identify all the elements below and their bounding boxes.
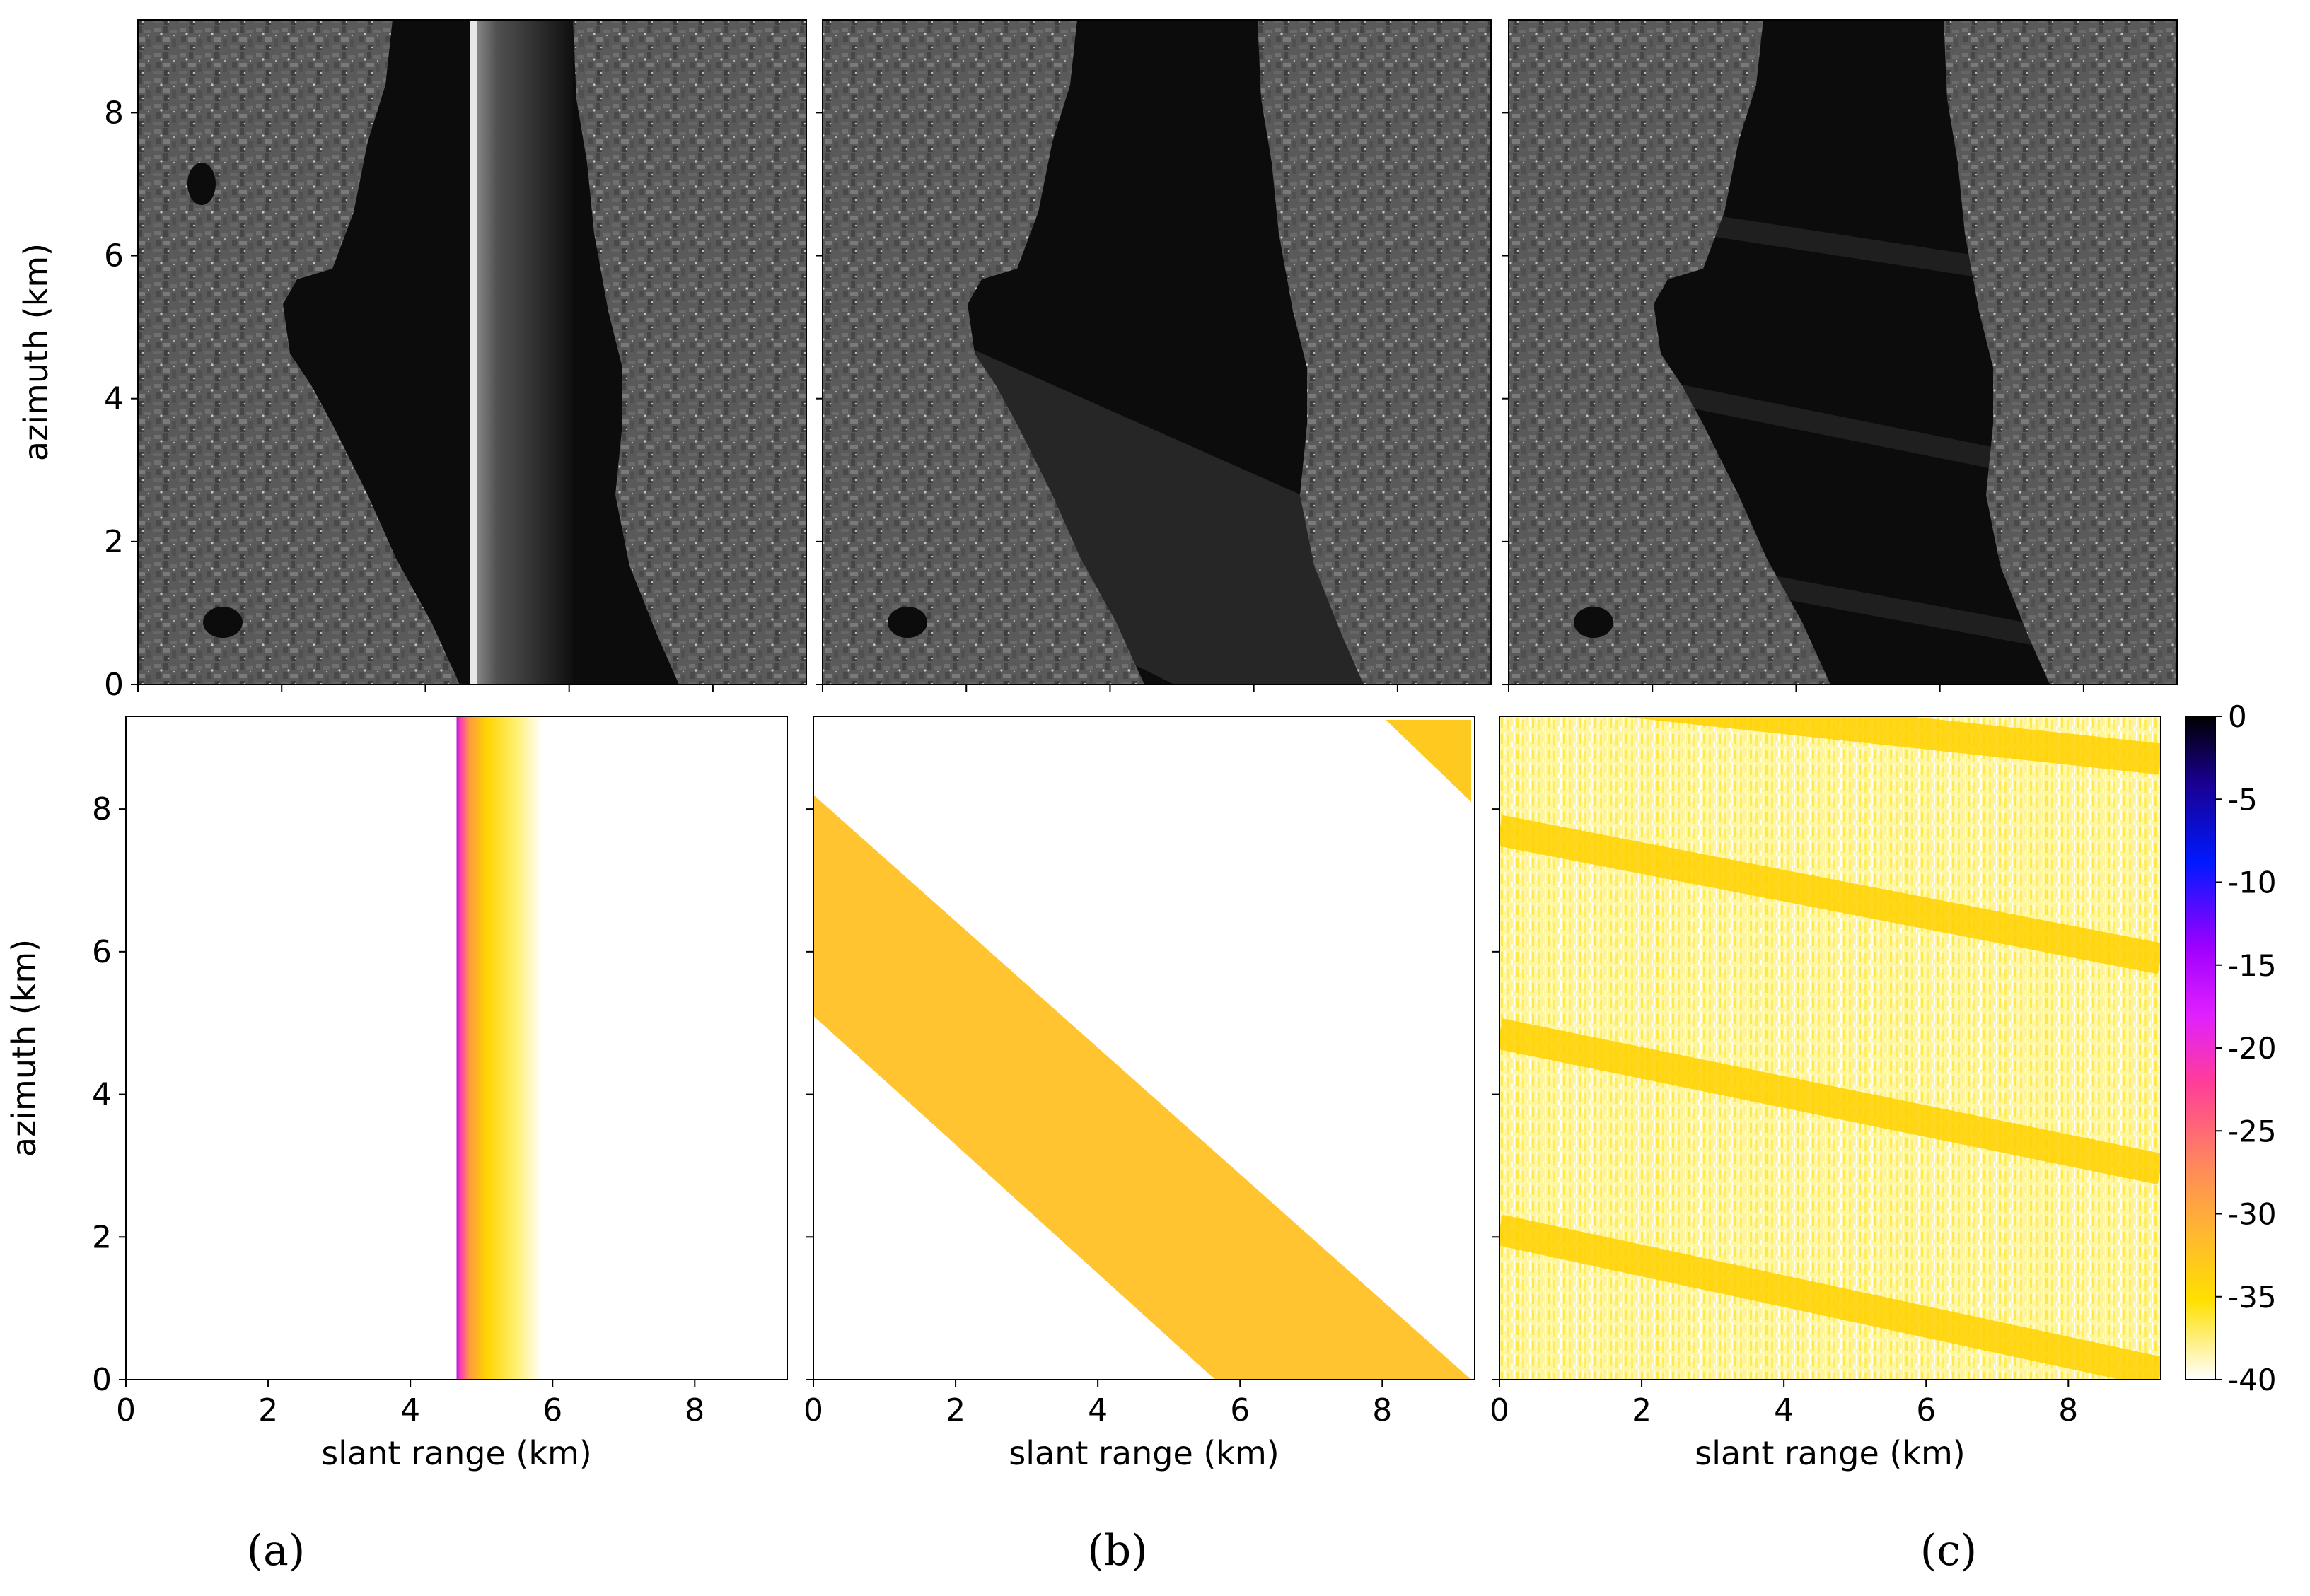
heatmap-panel-a <box>125 716 788 1380</box>
x-tick-label: 8 <box>1372 1392 1392 1428</box>
left-shore-land <box>1509 20 1830 685</box>
stripe-2 <box>1499 815 2161 974</box>
x-tick-label: 0 <box>1490 1392 1509 1428</box>
stripe-4 <box>1499 1214 2161 1380</box>
axes-c-top <box>1502 112 2084 692</box>
x-tick-label: 4 <box>400 1392 420 1428</box>
y-tick-label: 4 <box>104 381 124 417</box>
y-tick-label: 2 <box>92 1219 112 1255</box>
x-tick-label: 4 <box>1774 1392 1794 1428</box>
left-shore-land <box>823 20 1144 685</box>
y-axis-label: azimuth (km) <box>17 243 55 461</box>
colorbar-tick-label: -20 <box>2228 1031 2277 1066</box>
x-tick-label: 4 <box>1088 1392 1108 1428</box>
colorbar-ticks: 0 -5 -10 -15 -20 -25 -30 -35 -40 <box>2215 699 2277 1397</box>
y-tick-label: 6 <box>104 238 124 274</box>
lake <box>888 607 927 638</box>
axes-c-bottom: 0 2 4 6 8 slant range (km) <box>1490 808 2078 1472</box>
sar-image-panel-b <box>822 19 1492 685</box>
y-tick-label: 8 <box>92 791 112 827</box>
subfigure-label-a: (a) <box>247 1526 306 1575</box>
y-tick-label: 0 <box>92 1362 112 1398</box>
colorbar-gradient <box>2185 716 2216 1380</box>
right-shore-land <box>1258 20 1491 685</box>
x-tick-label: 8 <box>685 1392 704 1428</box>
subfigure-label-c: (c) <box>1920 1526 1977 1575</box>
vertical-band <box>456 716 542 1380</box>
y-tick-label: 4 <box>92 1077 112 1113</box>
right-shore-land <box>573 20 806 685</box>
corner-band <box>1386 720 1471 803</box>
colorbar-tick-label: -10 <box>2228 866 2277 900</box>
colorbar-tick-label: -25 <box>2228 1114 2277 1148</box>
stripes <box>1499 716 2161 1380</box>
x-tick-label: 0 <box>803 1392 823 1428</box>
y-tick-label: 0 <box>104 667 124 703</box>
x-tick-label: 6 <box>542 1392 562 1428</box>
y-axis-label: azimuth (km) <box>5 939 43 1157</box>
x-tick-label: 6 <box>1230 1392 1250 1428</box>
subfigure-label-b: (b) <box>1087 1526 1147 1575</box>
x-tick-label: 0 <box>116 1392 136 1428</box>
x-axis-label: slant range (km) <box>1695 1434 1965 1472</box>
sar-image-panel-c <box>1508 19 2178 685</box>
axes-a-bottom: 0 2 4 6 8 0 2 4 6 8 azimuth (km) slant range (km) <box>5 791 704 1472</box>
bright-line-artifact <box>470 20 477 685</box>
axes: 0 2 4 6 8 azimuth (km) 0 2 4 6 8 0 2 4 6 8 azimuth (km) s… <box>5 95 2084 1472</box>
axes-a-top: 0 2 4 6 8 azimuth (km) <box>17 95 714 703</box>
x-tick-label: 8 <box>2058 1392 2078 1428</box>
lake <box>203 607 243 638</box>
x-tick-label: 2 <box>258 1392 278 1428</box>
colorbar-tick-label: -40 <box>2228 1363 2277 1397</box>
x-tick-label: 2 <box>1632 1392 1652 1428</box>
colorbar-tick-label: -15 <box>2228 948 2277 983</box>
lake <box>187 163 216 205</box>
x-axis-label: slant range (km) <box>1009 1434 1279 1472</box>
diagonal-band <box>813 794 1471 1380</box>
axes-b-top <box>816 112 1398 692</box>
left-shore-land <box>138 20 460 685</box>
x-tick-label: 2 <box>946 1392 965 1428</box>
x-tick-label: 6 <box>1916 1392 1936 1428</box>
lake <box>1574 607 1613 638</box>
colorbar-tick-label: -30 <box>2228 1197 2277 1232</box>
heatmap-panel-c <box>1499 716 2161 1380</box>
colorbar-tick-label: -35 <box>2228 1280 2277 1315</box>
line-artifact-tail <box>477 20 573 685</box>
x-axis-label: slant range (km) <box>321 1434 591 1472</box>
colorbar-tick-label: 0 <box>2228 699 2247 734</box>
colorbar: 0 -5 -10 -15 -20 -25 -30 -35 -40 <box>2185 699 2277 1397</box>
heatmap-panel-b <box>813 716 1475 1380</box>
stripe-3 <box>1499 1018 2161 1185</box>
stripe-1 <box>1618 716 2161 775</box>
y-tick-label: 2 <box>104 524 124 560</box>
right-shore-land <box>1944 20 2177 685</box>
sar-image-panel-a <box>137 19 807 685</box>
y-tick-label: 8 <box>104 95 124 131</box>
y-tick-label: 6 <box>92 934 112 970</box>
axes-b-bottom: 0 2 4 6 8 slant range (km) <box>803 808 1392 1472</box>
colorbar-tick-label: -5 <box>2228 782 2258 817</box>
